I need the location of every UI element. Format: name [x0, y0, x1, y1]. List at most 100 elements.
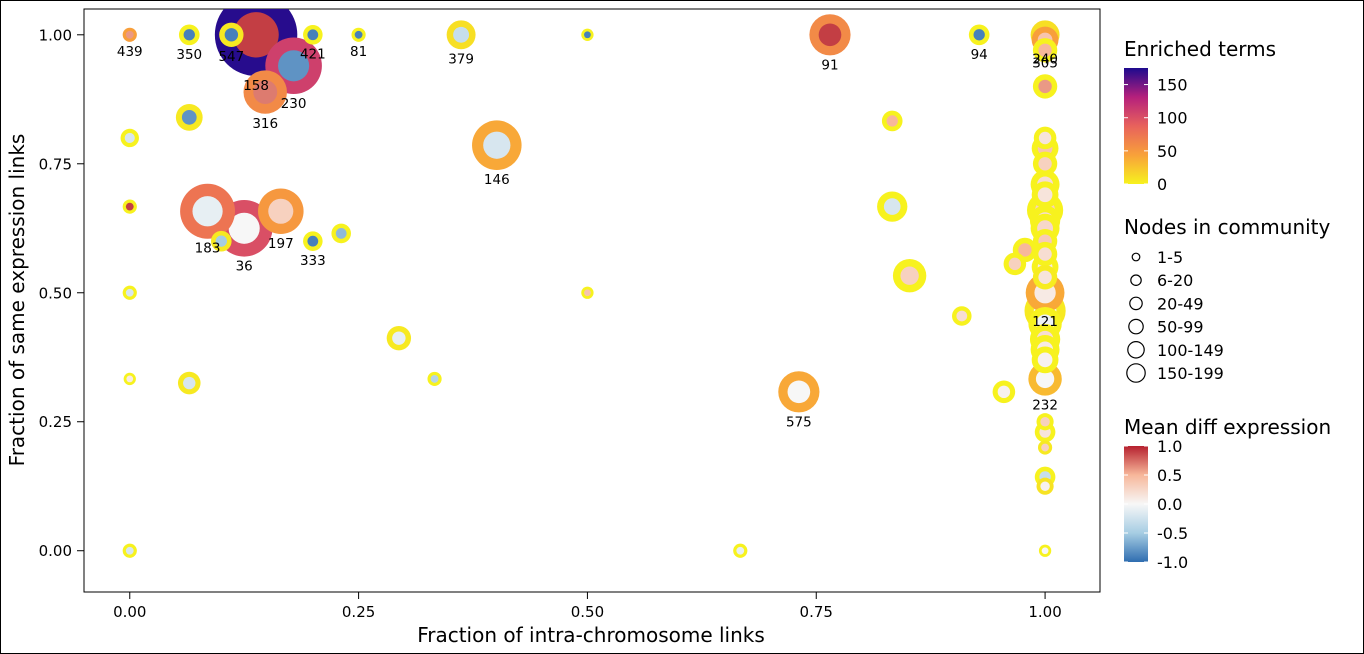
community-point [1031, 181, 1059, 209]
community-point [122, 199, 137, 214]
community-point [446, 20, 476, 50]
community-point [472, 120, 522, 170]
community-point [178, 24, 200, 46]
community-point [303, 25, 323, 45]
point-core [307, 29, 319, 41]
point-core [1008, 257, 1022, 271]
community-point [1032, 241, 1058, 267]
legend-size-label: 1-5 [1157, 248, 1183, 267]
point-label: 183 [195, 241, 221, 257]
community-point [881, 110, 903, 132]
point-core [900, 266, 919, 285]
community-point [427, 371, 442, 387]
community-point [1003, 252, 1027, 276]
point-core [215, 235, 227, 247]
point-core [1037, 352, 1053, 368]
data-points [120, 9, 1066, 558]
community-point [1028, 362, 1062, 396]
point-core [354, 30, 363, 39]
community-point [122, 543, 137, 558]
legend-diff-title: Mean diff expression [1124, 415, 1331, 439]
plot-panel [83, 8, 1101, 593]
point-core [584, 31, 591, 39]
legend-size-label: 150-199 [1157, 364, 1224, 383]
point-core [124, 132, 135, 144]
point-core [1038, 247, 1052, 261]
community-point [243, 70, 287, 114]
point-core [973, 29, 985, 41]
point-core [1038, 43, 1052, 57]
legend-terms-tick-label: 50 [1157, 142, 1177, 161]
point-core [483, 131, 511, 159]
community-point [968, 24, 990, 46]
point-core [224, 28, 239, 42]
point-core [1037, 187, 1053, 203]
point-core [228, 212, 260, 244]
community-point [351, 27, 366, 42]
legend-size-symbol [1126, 363, 1146, 383]
community-point [1037, 440, 1053, 455]
legend-enriched-title: Enriched terms [1124, 37, 1276, 61]
legend-size-symbol [1130, 274, 1142, 286]
point-core [268, 198, 294, 224]
x-tick-label: 0.50 [571, 603, 604, 621]
point-core [278, 50, 310, 82]
community-point [1038, 544, 1052, 557]
point-core [997, 385, 1011, 399]
community-point [809, 14, 851, 56]
point-core [736, 546, 745, 555]
community-point [1032, 151, 1058, 176]
point-core [183, 376, 196, 390]
legend-diff-tick-label: 0.0 [1157, 495, 1182, 514]
community-point [1032, 265, 1058, 290]
community-point [992, 380, 1016, 404]
point-label: 36 [236, 259, 253, 275]
point-label: 94 [971, 47, 988, 63]
point-core [1038, 157, 1052, 171]
legend-size-symbol [1127, 340, 1145, 359]
legend-diff-expression: Mean diff expression 1.0 0.5 0.0 -0.5 -1.0 [1124, 415, 1331, 572]
x-tick-label: 0.75 [800, 603, 833, 621]
point-label: 350 [176, 47, 202, 63]
point-core [584, 289, 591, 297]
x-tick-label: 0.00 [113, 603, 146, 621]
point-core [183, 29, 195, 41]
point-label: 575 [786, 414, 812, 430]
point-core [1040, 481, 1050, 491]
point-label: 240 [1032, 51, 1058, 67]
x-axis: 0.00 0.25 0.50 0.75 1.00 [113, 592, 1062, 621]
legend-size-symbol [1131, 252, 1141, 262]
point-core [1035, 369, 1055, 389]
x-tick-label: 1.00 [1028, 603, 1061, 621]
legend-size-label: 100-149 [1157, 341, 1224, 360]
point-core [1041, 547, 1049, 555]
community-point [180, 183, 236, 239]
community-point [120, 128, 139, 148]
point-core [1018, 243, 1032, 257]
point-core [1038, 270, 1052, 284]
point-core [1040, 417, 1050, 427]
point-label: 197 [268, 236, 294, 252]
y-axis-label: Fraction of same expression links [5, 134, 29, 467]
point-core [307, 235, 319, 247]
point-core [253, 80, 278, 105]
point-core [886, 115, 898, 127]
point-label: 91 [821, 57, 838, 73]
legend-enriched-terms: Enriched terms 150 100 50 0 [1124, 37, 1276, 194]
legend-size-label: 50-99 [1157, 318, 1204, 337]
point-core [126, 375, 134, 383]
community-point [581, 286, 594, 299]
community-point [1036, 477, 1054, 495]
point-core [125, 288, 134, 297]
point-core [125, 202, 134, 211]
point-core [192, 196, 223, 227]
legend-diff-tick-label: -1.0 [1157, 553, 1188, 572]
community-point [1032, 74, 1058, 99]
legend-diff-tick-label: 0.5 [1157, 466, 1182, 485]
community-point [331, 223, 351, 244]
community-point [219, 22, 244, 47]
point-label: 121 [1032, 314, 1058, 330]
point-label: 379 [448, 51, 474, 67]
legend-terms-tick-label: 100 [1157, 109, 1188, 128]
